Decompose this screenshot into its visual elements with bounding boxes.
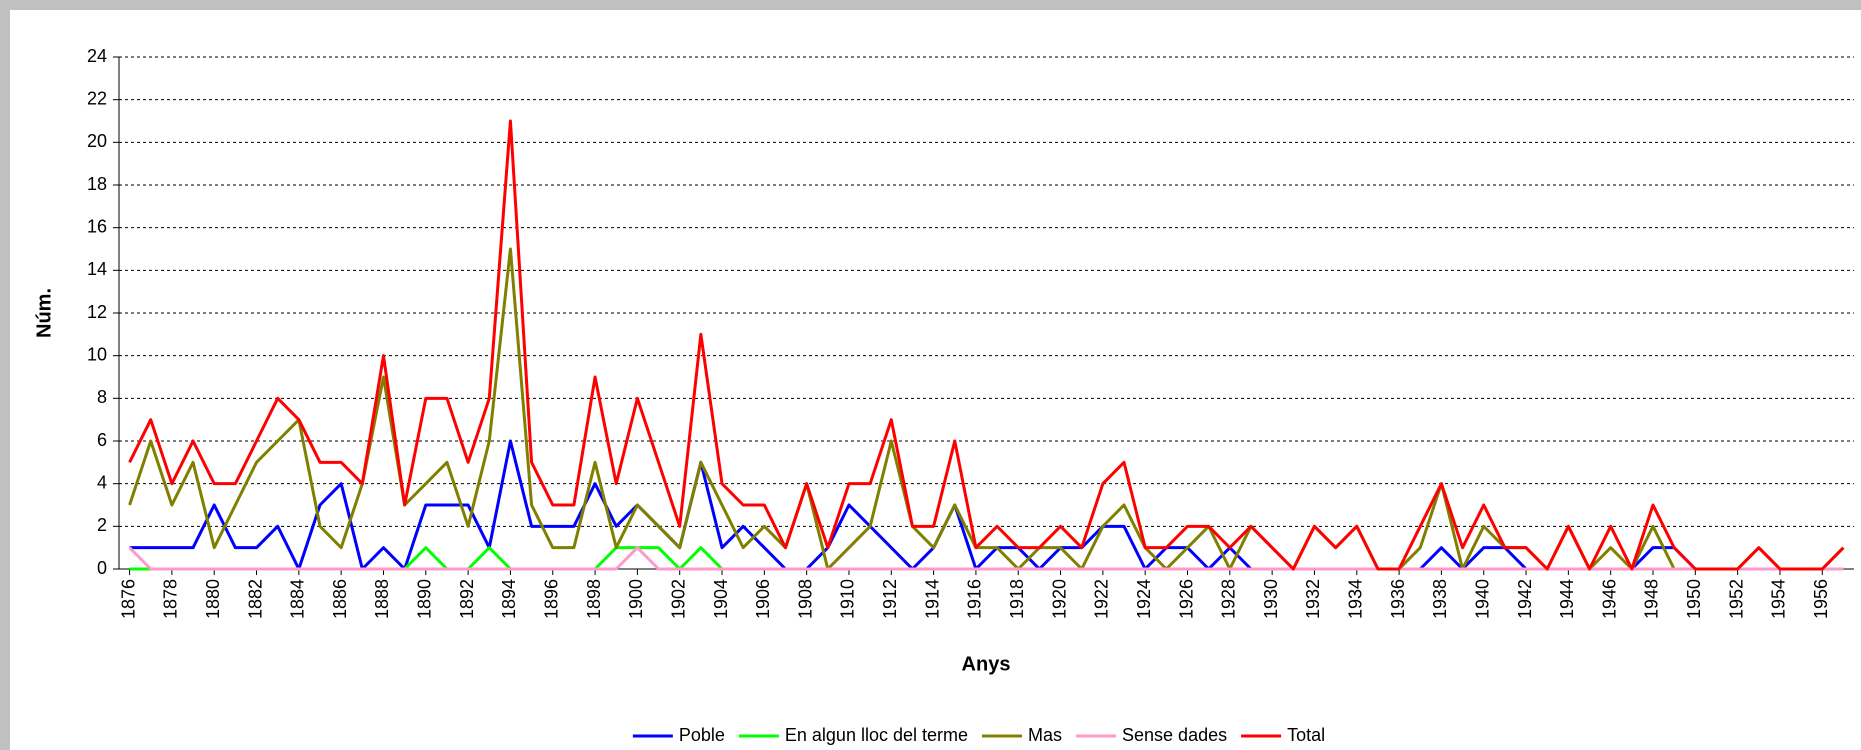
x-tick-label: 1942 — [1515, 579, 1535, 619]
x-tick-label: 1886 — [330, 579, 350, 619]
y-tick-label: 22 — [87, 88, 107, 108]
x-tick-label: 1940 — [1472, 579, 1492, 619]
x-tick-label: 1892 — [457, 579, 477, 619]
chart-area — [10, 10, 1861, 750]
x-tick-label: 1918 — [1007, 579, 1027, 619]
x-tick-label: 1906 — [753, 579, 773, 619]
series-line — [128, 119, 1845, 571]
x-tick-label: 1916 — [965, 579, 985, 619]
x-tick-label: 1914 — [922, 579, 942, 619]
x-tick-label: 1890 — [415, 579, 435, 619]
x-tick-label: 1898 — [584, 579, 604, 619]
y-tick-label: 18 — [87, 174, 107, 194]
y-tick-label: 8 — [97, 387, 107, 407]
legend-label: Sense dades — [1122, 725, 1227, 745]
x-tick-label: 1884 — [288, 579, 308, 619]
legend-label: Mas — [1028, 725, 1062, 745]
x-tick-label: 1888 — [372, 579, 392, 619]
x-tick-label: 1882 — [245, 579, 265, 619]
x-tick-label: 1934 — [1346, 579, 1366, 619]
x-tick-label: 1904 — [711, 579, 731, 619]
x-tick-label: 1908 — [795, 579, 815, 619]
series-line — [128, 546, 1844, 571]
x-tick-label: 1926 — [1176, 579, 1196, 619]
x-tick-label: 1878 — [161, 579, 181, 619]
y-tick-label: 2 — [97, 515, 107, 535]
legend-label: Total — [1287, 725, 1325, 745]
x-axis-label: Anys — [962, 653, 1011, 675]
y-axis-label: Núm. — [33, 288, 55, 338]
legend-label: Poble — [679, 725, 725, 745]
x-tick-label: 1948 — [1642, 579, 1662, 619]
y-tick-label: 0 — [97, 558, 107, 578]
x-tick-label: 1932 — [1303, 579, 1323, 619]
x-tick-label: 1900 — [626, 579, 646, 619]
x-tick-label: 1910 — [838, 579, 858, 619]
y-tick-label: 12 — [87, 302, 107, 322]
y-tick-label: 20 — [87, 131, 107, 151]
y-tick-label: 6 — [97, 430, 107, 450]
x-tick-label: 1902 — [668, 579, 688, 619]
x-tick-label: 1938 — [1430, 579, 1450, 619]
x-tick-label: 1936 — [1388, 579, 1408, 619]
x-tick-label: 1944 — [1557, 579, 1577, 619]
x-tick-label: 1950 — [1684, 579, 1704, 619]
legend-label: En algun lloc del terme — [785, 725, 968, 745]
x-tick-label: 1956 — [1811, 579, 1831, 619]
x-tick-label: 1922 — [1092, 579, 1112, 619]
x-tick-label: 1930 — [1261, 579, 1281, 619]
x-tick-label: 1894 — [499, 579, 519, 619]
x-tick-label: 1912 — [880, 579, 900, 619]
y-tick-label: 10 — [87, 344, 107, 364]
x-tick-label: 1880 — [203, 579, 223, 619]
x-tick-label: 1924 — [1134, 579, 1154, 619]
x-tick-label: 1876 — [118, 579, 138, 619]
y-tick-label: 24 — [87, 46, 107, 66]
x-tick-label: 1920 — [1049, 579, 1069, 619]
x-tick-label: 1954 — [1769, 579, 1789, 619]
x-tick-label: 1896 — [542, 579, 562, 619]
y-tick-label: 4 — [97, 472, 107, 492]
x-tick-label: 1946 — [1599, 579, 1619, 619]
x-tick-label: 1928 — [1219, 579, 1239, 619]
y-tick-label: 16 — [87, 216, 107, 236]
x-tick-label: 1952 — [1726, 579, 1746, 619]
y-tick-label: 14 — [87, 259, 107, 279]
